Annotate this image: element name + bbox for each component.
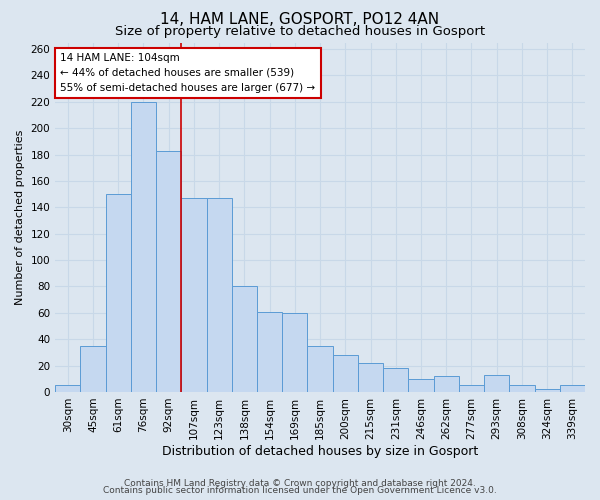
Bar: [358, 363, 383, 392]
Bar: [106, 194, 131, 392]
Bar: [535, 390, 560, 392]
Bar: [484, 375, 509, 392]
Text: Size of property relative to detached houses in Gosport: Size of property relative to detached ho…: [115, 25, 485, 38]
Bar: [80, 346, 106, 392]
Bar: [232, 286, 257, 392]
Text: Contains HM Land Registry data © Crown copyright and database right 2024.: Contains HM Land Registry data © Crown c…: [124, 478, 476, 488]
Bar: [459, 386, 484, 392]
Bar: [307, 346, 332, 392]
Bar: [206, 198, 232, 392]
Y-axis label: Number of detached properties: Number of detached properties: [15, 130, 25, 305]
Text: Contains public sector information licensed under the Open Government Licence v3: Contains public sector information licen…: [103, 486, 497, 495]
Bar: [282, 313, 307, 392]
Bar: [257, 312, 282, 392]
Bar: [509, 386, 535, 392]
Bar: [181, 198, 206, 392]
Bar: [332, 355, 358, 392]
Bar: [560, 386, 585, 392]
Text: 14, HAM LANE, GOSPORT, PO12 4AN: 14, HAM LANE, GOSPORT, PO12 4AN: [160, 12, 440, 28]
Text: 14 HAM LANE: 104sqm
← 44% of detached houses are smaller (539)
55% of semi-detac: 14 HAM LANE: 104sqm ← 44% of detached ho…: [61, 53, 316, 92]
Bar: [409, 379, 434, 392]
Bar: [131, 102, 156, 392]
Bar: [383, 368, 409, 392]
Bar: [55, 386, 80, 392]
Bar: [434, 376, 459, 392]
Bar: [156, 150, 181, 392]
X-axis label: Distribution of detached houses by size in Gosport: Distribution of detached houses by size …: [162, 444, 478, 458]
